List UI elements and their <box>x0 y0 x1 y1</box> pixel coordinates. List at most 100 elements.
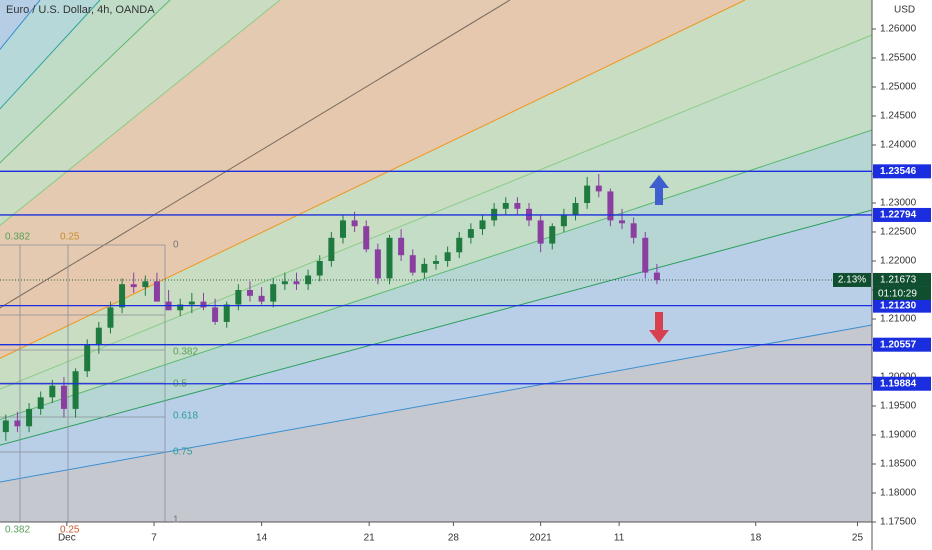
fib-label: 0.25 <box>60 232 80 243</box>
fan-line <box>0 209 873 446</box>
candle-body <box>619 220 626 224</box>
candle-body <box>363 226 370 250</box>
candle-body <box>270 284 277 302</box>
chart-title: Euro / U.S. Dollar, 4h, OANDA <box>6 4 155 16</box>
time-axis <box>0 522 872 550</box>
x-tick-label: 28 <box>448 533 460 544</box>
y-tick-label: 1.26000 <box>880 24 917 35</box>
y-tick-label: 1.19000 <box>880 430 917 441</box>
candle-body <box>153 281 160 302</box>
level-tag <box>873 207 931 222</box>
fan-line <box>0 324 873 483</box>
candle-body <box>26 408 33 427</box>
x-tick-label: 7 <box>151 533 157 544</box>
candle-body <box>316 261 323 276</box>
y-tick-label: 1.17500 <box>880 517 917 528</box>
arrows <box>649 175 669 343</box>
change: 2.13% <box>838 275 866 286</box>
candle-body <box>339 220 346 238</box>
candle-body <box>537 220 544 244</box>
fan-line <box>0 0 101 110</box>
countdown: 01:10:29 <box>878 289 917 300</box>
y-tick-label: 1.25000 <box>880 82 917 93</box>
price-tag <box>873 272 931 287</box>
candle-body <box>223 304 230 322</box>
level-label: 1.22794 <box>880 210 917 221</box>
candle-body <box>502 203 509 209</box>
x-tick-label: 21 <box>364 533 376 544</box>
candle-body <box>467 229 474 238</box>
fib-label: 0 <box>173 240 179 251</box>
fib-label: 0.618 <box>173 411 198 422</box>
candle-body <box>142 281 149 288</box>
fan <box>0 0 873 522</box>
candle-body <box>572 203 579 215</box>
candle-body <box>328 237 335 261</box>
y-tick-label: 1.19500 <box>880 401 917 412</box>
candle-body <box>630 223 637 238</box>
candle-body <box>95 327 102 346</box>
fib-label: 0.382 <box>5 232 30 243</box>
candle-body <box>584 185 591 203</box>
fib-label: 1 <box>173 515 179 526</box>
level-tag <box>873 298 931 313</box>
candle-body <box>2 420 9 433</box>
candle-body <box>293 281 300 285</box>
level-label: 1.20557 <box>880 339 917 350</box>
candle-body <box>549 226 556 244</box>
fan-line <box>0 34 873 390</box>
candle-body <box>188 301 195 305</box>
fib-label: 0.382 <box>5 525 30 536</box>
candle-body <box>421 263 428 273</box>
x-tick-label: Dec <box>58 533 76 544</box>
candle-body <box>444 252 451 261</box>
arrow-down <box>649 312 669 343</box>
candle-body <box>60 385 67 409</box>
candle-body <box>374 249 381 279</box>
fib-label: 0.75 <box>173 447 193 458</box>
candle-body <box>258 295 265 302</box>
candle-body <box>177 304 184 311</box>
level-tag <box>873 376 931 391</box>
candle-body <box>433 261 439 264</box>
countdown-tag <box>873 286 931 300</box>
level-label: 1.19884 <box>880 378 917 389</box>
candle-body <box>409 255 416 273</box>
fan-line <box>0 0 171 164</box>
candle-body <box>246 290 253 296</box>
last-price-label: 1.21673 <box>880 275 917 286</box>
candle-body <box>212 307 219 322</box>
candle-body <box>595 185 602 192</box>
candle-body <box>37 397 44 409</box>
y-tick-label: 1.24500 <box>880 111 917 122</box>
candle-body <box>607 191 614 221</box>
arrow-up <box>649 175 669 205</box>
fib-label: 0.25 <box>60 525 80 536</box>
candle-body <box>130 284 137 288</box>
candle-body <box>560 214 567 227</box>
x-tick-label: 18 <box>750 533 762 544</box>
candle-body <box>119 284 126 308</box>
change-tag <box>833 272 871 287</box>
candle-body <box>14 420 21 427</box>
y-tick-label: 1.25500 <box>880 53 917 64</box>
y-tick-label: 1.21000 <box>880 314 917 325</box>
fan-line <box>0 0 746 359</box>
candle-body <box>653 272 660 281</box>
y-tick-label: 1.18000 <box>880 488 917 499</box>
candle-body <box>84 345 91 372</box>
candle-body <box>386 237 393 279</box>
x-tick-label: 2021 <box>530 533 553 544</box>
candle-body <box>235 290 242 305</box>
candle-body <box>200 301 207 308</box>
candle-body <box>72 371 79 409</box>
y-tick-label: 1.18500 <box>880 459 917 470</box>
level-tag <box>873 164 931 179</box>
candle-body <box>398 237 405 256</box>
axis-label: USD <box>894 5 915 16</box>
candle-body <box>456 237 463 253</box>
fib-label: 0.382 <box>173 347 198 358</box>
candle-body <box>281 281 288 285</box>
